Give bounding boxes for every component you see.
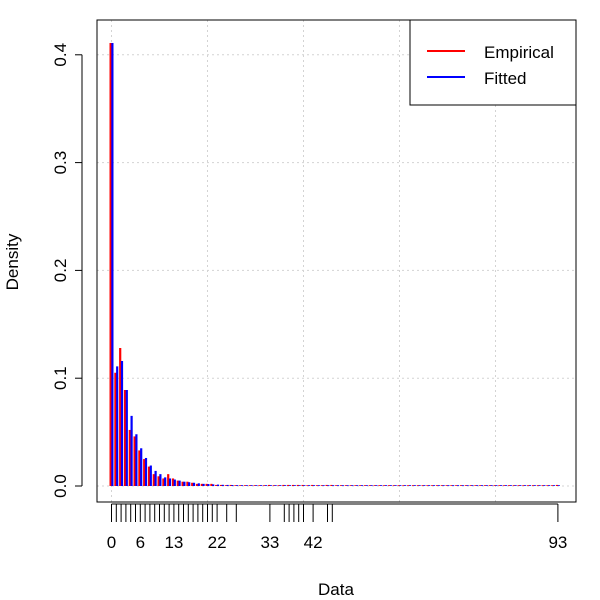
x-tick-label: 42: [304, 533, 323, 552]
y-tick-label: 0.4: [51, 43, 70, 67]
y-tick-label: 0.1: [51, 366, 70, 390]
legend: Empirical Fitted: [409, 19, 577, 106]
legend-empirical-label: Empirical: [484, 43, 554, 62]
x-tick-label: 33: [260, 533, 279, 552]
y-axis: 0.0 0.1 0.2 0.3 0.4: [51, 43, 83, 498]
y-tick-label: 0.2: [51, 259, 70, 283]
x-tick-label: 93: [548, 533, 567, 552]
bars: [109, 42, 560, 486]
x-tick-label: 0: [107, 533, 116, 552]
y-tick-label: 0.3: [51, 151, 70, 175]
x-tick-label: 6: [136, 533, 145, 552]
legend-fitted-label: Fitted: [484, 69, 527, 88]
plot-frame: [96, 19, 577, 503]
y-axis-label: Density: [3, 233, 22, 290]
legend-box: [409, 19, 577, 106]
x-tick-label: 22: [208, 533, 227, 552]
x-axis: 0 6 13 22 33 42 93: [107, 503, 567, 552]
y-tick-label: 0.0: [51, 474, 70, 498]
x-tick-label: 13: [164, 533, 183, 552]
x-axis-label: Data: [318, 580, 354, 599]
